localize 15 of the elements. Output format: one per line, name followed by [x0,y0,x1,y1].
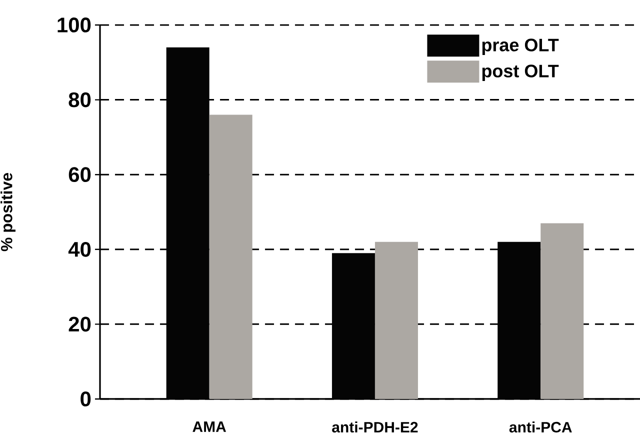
x-tick-label: AMA [192,422,226,432]
bar [540,223,584,399]
legend-label: prae OLT [482,38,559,55]
x-tick-label: anti-PDH-E2 [332,422,418,433]
y-tick-label: 60 [68,167,91,182]
y-tick-label: 100 [58,18,91,32]
bar [374,242,418,399]
legend-label: post OLT [482,64,559,81]
bar [209,114,252,399]
x-tick-label: anti-PCA [509,422,572,433]
y-tick-label: 40 [68,242,91,257]
y-tick-label: 0 [80,392,91,406]
y-tick-label: 20 [68,316,91,332]
y-axis-title: % positive [0,172,16,252]
y-tick-label: 80 [68,92,91,108]
